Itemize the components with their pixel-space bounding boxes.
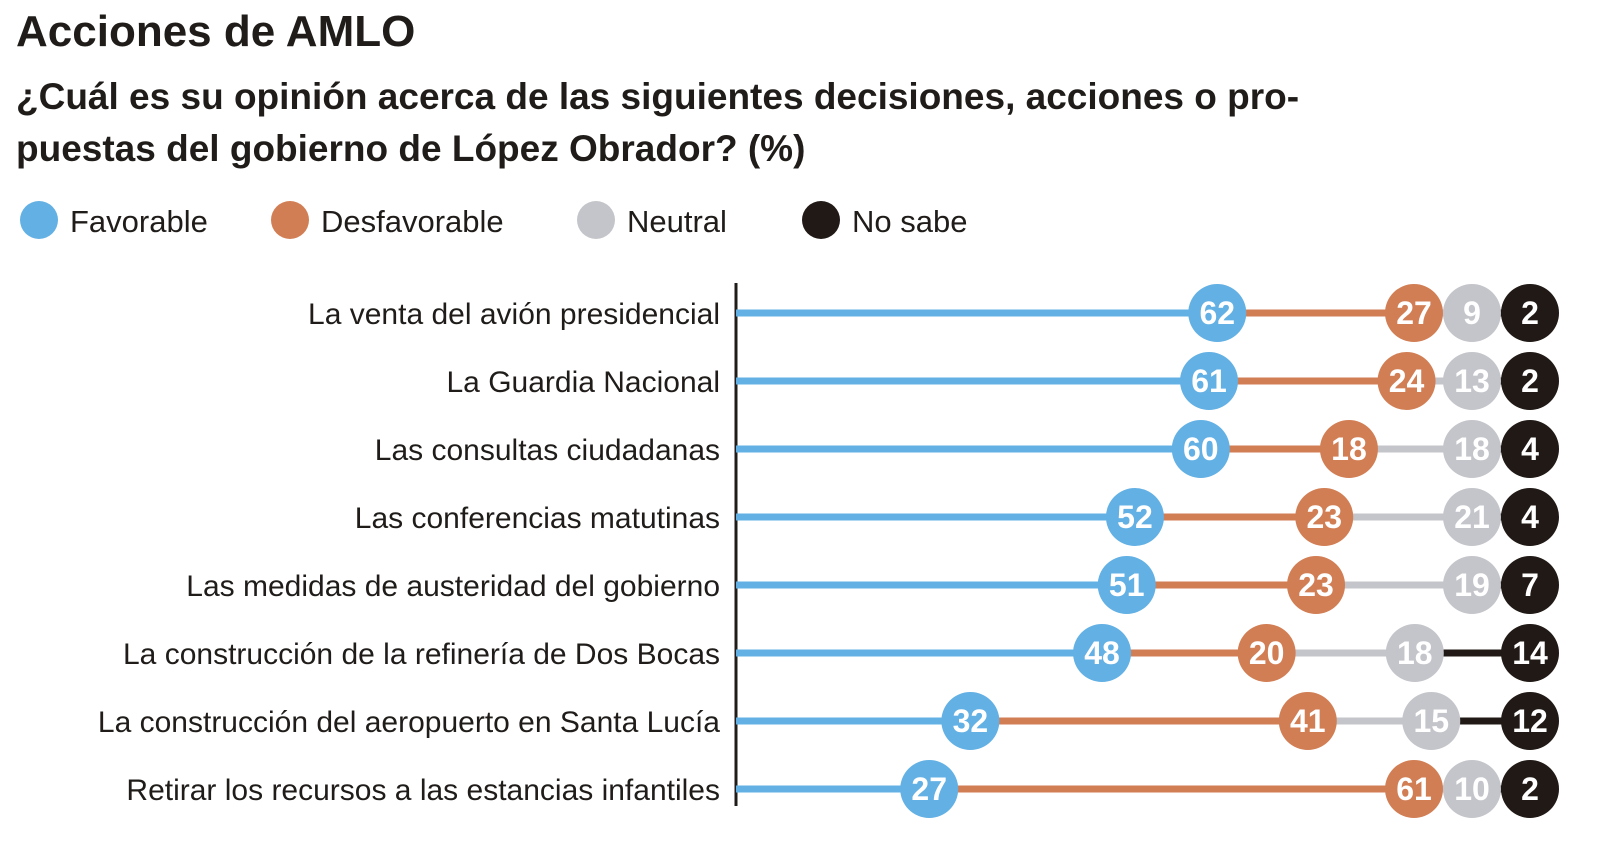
dot-desfavorable [1295, 488, 1354, 546]
value-label-no-sabe: 2 [1521, 363, 1539, 399]
row-label: Las conferencias matutinas [355, 502, 720, 535]
row-label: La construcción de la refinería de Dos B… [123, 638, 720, 671]
dot-favorable [1171, 420, 1230, 478]
value-label-neutral: 13 [1454, 363, 1490, 399]
dot-no-sabe [1501, 488, 1559, 546]
value-label-favorable: 51 [1109, 567, 1145, 603]
dot-favorable [941, 692, 1000, 750]
row-label: La construcción del aeropuerto en Santa … [98, 706, 720, 739]
value-label-favorable: 52 [1117, 499, 1153, 535]
dot-desfavorable [1237, 624, 1296, 682]
value-label-favorable: 48 [1084, 635, 1120, 671]
value-label-neutral: 18 [1397, 635, 1433, 671]
dot-neutral [1443, 352, 1501, 410]
dot-neutral [1443, 488, 1501, 546]
value-label-neutral: 9 [1463, 295, 1481, 331]
chart-title: Acciones de AMLO [16, 7, 415, 56]
dot-desfavorable [1385, 284, 1443, 342]
dot-neutral [1443, 556, 1501, 614]
legend-marker-no-sabe [802, 201, 840, 239]
value-label-desfavorable: 61 [1396, 771, 1432, 807]
dot-no-sabe [1501, 760, 1559, 818]
dot-favorable [1073, 624, 1132, 682]
dot-desfavorable [1377, 352, 1436, 410]
dot-neutral [1443, 420, 1501, 478]
value-label-no-sabe: 14 [1512, 635, 1548, 671]
dot-favorable [1188, 284, 1247, 342]
row-label: La Guardia Nacional [446, 366, 720, 399]
dot-desfavorable [1287, 556, 1346, 614]
dot-no-sabe [1501, 624, 1559, 682]
dot-neutral [1443, 284, 1501, 342]
dot-desfavorable [1385, 760, 1443, 818]
legend-label-no-sabe: No sabe [852, 204, 967, 239]
rows: La venta del avión presidencial 62 27 9 2La … [98, 284, 1559, 818]
value-label-no-sabe: 4 [1521, 431, 1539, 467]
value-label-desfavorable: 20 [1249, 635, 1285, 671]
dot-no-sabe [1501, 352, 1559, 410]
value-label-favorable: 32 [953, 703, 989, 739]
value-label-favorable: 27 [911, 771, 947, 807]
value-label-neutral: 19 [1454, 567, 1490, 603]
legend-marker-neutral [577, 201, 615, 239]
dot-no-sabe [1501, 284, 1559, 342]
value-label-neutral: 18 [1454, 431, 1490, 467]
value-label-favorable: 61 [1191, 363, 1227, 399]
row-label: Las medidas de austeridad del gobierno [186, 570, 720, 603]
legend: Favorable Desfavorable Neutral No sabe [20, 201, 967, 239]
value-label-desfavorable: 18 [1331, 431, 1367, 467]
dot-favorable [900, 760, 959, 818]
row-label: Retirar los recursos a las estancias inf… [126, 774, 720, 807]
row-label: Las consultas ciudadanas [375, 434, 720, 467]
value-label-no-sabe: 2 [1521, 295, 1539, 331]
value-label-neutral: 15 [1413, 703, 1449, 739]
dot-desfavorable [1278, 692, 1337, 750]
legend-marker-favorable [20, 201, 58, 239]
value-label-favorable: 62 [1199, 295, 1235, 331]
value-label-no-sabe: 4 [1521, 499, 1539, 535]
dot-no-sabe [1501, 556, 1559, 614]
legend-label-favorable: Favorable [70, 204, 208, 239]
chart-subtitle-line-2: puestas del gobierno de López Obrador? (… [16, 128, 805, 169]
chart-subtitle-line-1: ¿Cuál es su opinión acerca de las siguie… [16, 76, 1299, 117]
value-label-favorable: 60 [1183, 431, 1219, 467]
value-label-desfavorable: 23 [1298, 567, 1334, 603]
value-label-no-sabe: 12 [1512, 703, 1548, 739]
dot-neutral [1443, 760, 1501, 818]
value-label-neutral: 10 [1454, 771, 1490, 807]
value-label-no-sabe: 2 [1521, 771, 1539, 807]
dot-no-sabe [1501, 420, 1559, 478]
row-label: La venta del avión presidencial [308, 298, 720, 331]
legend-marker-desfavorable [271, 201, 309, 239]
legend-label-desfavorable: Desfavorable [321, 204, 504, 239]
dot-desfavorable [1319, 420, 1378, 478]
legend-label-neutral: Neutral [627, 204, 727, 239]
value-label-desfavorable: 23 [1306, 499, 1342, 535]
value-label-desfavorable: 24 [1389, 363, 1425, 399]
value-label-desfavorable: 27 [1396, 295, 1432, 331]
dot-no-sabe [1501, 692, 1559, 750]
value-label-desfavorable: 41 [1290, 703, 1326, 739]
value-label-neutral: 21 [1454, 499, 1490, 535]
dot-favorable [1180, 352, 1239, 410]
dot-favorable [1097, 556, 1156, 614]
value-label-no-sabe: 7 [1521, 567, 1539, 603]
dot-favorable [1105, 488, 1164, 546]
dot-neutral [1385, 624, 1444, 682]
dot-neutral [1402, 692, 1461, 750]
